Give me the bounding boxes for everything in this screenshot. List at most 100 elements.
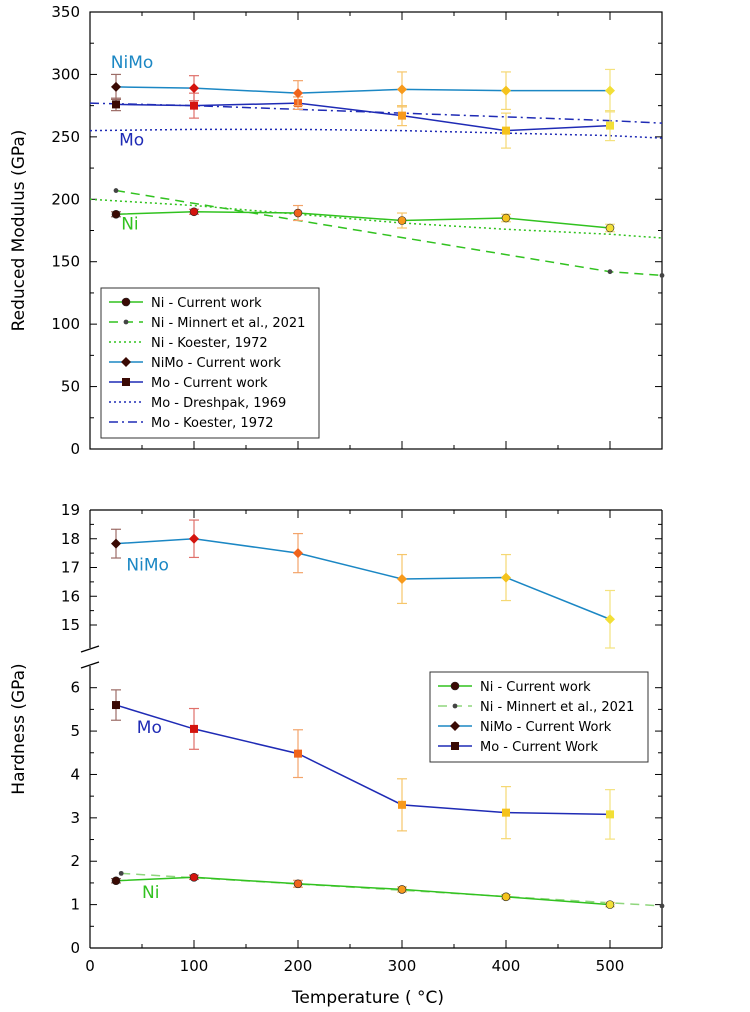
top-ytick-label-350: 350: [51, 3, 80, 21]
top-ytick-label-300: 300: [51, 65, 80, 83]
top-point-1-0: [113, 188, 119, 193]
bottom-legend-marker-3: [451, 742, 459, 750]
top-annotation-nimo: NiMo: [111, 53, 154, 73]
top-point-0-3: [397, 216, 407, 225]
bottom-lower-point-3-0: [112, 701, 120, 710]
top-legend-label-2: Ni - Koester, 1972: [151, 336, 268, 351]
top-point-0-5: [605, 223, 615, 233]
top-series-4: [111, 92, 615, 149]
bottom-legend-marker-2: [450, 721, 460, 731]
bottom-lower-point-1-0: [118, 870, 124, 876]
top-legend-label-4: Mo - Current work: [151, 376, 268, 391]
bottom-lower-ytick-label-0: 0: [70, 939, 80, 957]
axis-break-gap: [78, 649, 102, 665]
top-point-0-2: [293, 208, 303, 218]
bottom-lower-point-3-1: [190, 724, 198, 733]
top-series-2-line: [89, 198, 663, 239]
bottom-lower-series-0: [111, 872, 615, 909]
top-legend-label-1: Ni - Minnert et al., 2021: [151, 316, 305, 331]
bottom-xtick-label-100: 100: [180, 957, 209, 975]
top-series-0: [111, 204, 615, 233]
top-series-1: [113, 188, 665, 278]
top-legend-marker-1: [123, 319, 129, 325]
axis-break-mark-lower: [80, 661, 100, 669]
bottom-xtick-label-300: 300: [388, 957, 417, 975]
bottom-upper-ytick-label-15: 15: [61, 616, 80, 634]
top-series-2: [89, 198, 663, 239]
top-ylabel: Reduced Modulus (GPa): [9, 130, 29, 332]
bottom-lower-point-3-5: [606, 810, 614, 819]
top-point-0-4: [501, 213, 511, 223]
top-point-4-5: [606, 121, 614, 130]
top-legend-marker-3: [121, 357, 131, 367]
bottom-annotation-ni: Ni: [142, 883, 159, 903]
bottom-upper-point-0-5: [605, 614, 615, 625]
bottom-upper-point-0-1: [189, 533, 199, 544]
bottom-legend-label-0: Ni - Current work: [480, 680, 591, 695]
axis-break-mark-upper: [80, 645, 100, 653]
top-series-5-line: [89, 128, 663, 139]
top-annotation-ni: Ni: [121, 214, 138, 234]
bottom-panel: 15 16 17 18 19 0 1 2 3 4 5 6 0 100 200 300 400 500 Hardnes…: [9, 501, 665, 1008]
top-point-4-0: [112, 100, 120, 109]
top-point-3-3: [397, 84, 407, 95]
bottom-lower-series-3-line: [115, 704, 611, 816]
bottom-lower-ytick-label-5: 5: [70, 722, 80, 740]
bottom-lower-ytick-label-1: 1: [70, 896, 80, 914]
bottom-upper-point-0-2: [293, 548, 303, 559]
bottom-lower-point-0-2: [293, 879, 303, 889]
bottom-upper-point-0-0: [111, 538, 121, 549]
top-point-1-2: [659, 273, 665, 278]
bottom-lower-point-3-2: [294, 749, 302, 758]
bottom-annotation-nimo: NiMo: [126, 555, 169, 575]
bottom-annotation-mo: Mo: [137, 718, 162, 738]
bottom-lower-point-0-5: [605, 900, 615, 909]
bottom-upper-ytick-label-17: 17: [61, 559, 80, 577]
bottom-lower-point-0-0: [111, 876, 121, 886]
top-annotation-mo: Mo: [119, 131, 144, 151]
bottom-xtick-label-400: 400: [492, 957, 521, 975]
bottom-legend-label-3: Mo - Current Work: [480, 740, 598, 755]
top-point-3-5: [605, 85, 615, 96]
bottom-xlabel: Temperature ( °C): [291, 988, 444, 1008]
top-point-1-1: [607, 269, 613, 275]
bottom-xtick-label-500: 500: [596, 957, 625, 975]
bottom-xtick-label-0: 0: [85, 957, 95, 975]
bottom-legend-marker-1: [452, 703, 458, 709]
top-point-0-0: [111, 209, 121, 219]
top-point-3-0: [111, 81, 121, 92]
top-panel: 0 50 100 150 200 250 300 350 Reduced Modulus (GP…: [9, 3, 665, 458]
bottom-lower-point-0-1: [189, 872, 199, 882]
bottom-lower-series-0-line: [115, 876, 611, 906]
top-legend-label-5: Mo - Dreshpak, 1969: [151, 396, 286, 411]
bottom-ylabel: Hardness (GPa): [9, 663, 29, 794]
bottom-xtick-label-200: 200: [284, 957, 313, 975]
bottom-lower-ytick-label-2: 2: [70, 852, 80, 870]
top-legend-box: [100, 287, 320, 439]
bottom-upper-ytick-label-18: 18: [61, 530, 80, 548]
bottom-legend-box: [429, 671, 649, 763]
bottom-upper-point-0-3: [397, 574, 407, 584]
bottom-legend-label-2: NiMo - Current Work: [480, 720, 612, 735]
top-point-4-1: [190, 101, 198, 110]
top-ytick-label-200: 200: [51, 190, 80, 208]
top-point-3-1: [189, 83, 199, 94]
bottom-lower-point-0-3: [397, 885, 407, 894]
top-ytick-label-50: 50: [61, 378, 80, 396]
bottom-upper-ytick-label-16: 16: [61, 587, 80, 605]
bottom-upper-point-0-4: [501, 572, 511, 583]
bottom-lower-ytick-label-6: 6: [70, 679, 80, 697]
top-point-4-3: [398, 111, 406, 120]
top-legend-label-3: NiMo - Current work: [151, 356, 281, 371]
top-ytick-label-100: 100: [51, 315, 80, 333]
top-ytick-label-0: 0: [70, 440, 80, 458]
top-series-3-line: [115, 86, 610, 94]
bottom-lower-point-0-4: [501, 892, 511, 902]
bottom-lower-point-3-3: [398, 800, 406, 809]
top-point-3-4: [501, 85, 511, 96]
top-legend-marker-0: [121, 297, 131, 307]
bottom-upper-series-0-line: [115, 537, 611, 620]
bottom-lower-ytick-label-3: 3: [70, 809, 80, 827]
bottom-legend-marker-0: [450, 681, 460, 691]
